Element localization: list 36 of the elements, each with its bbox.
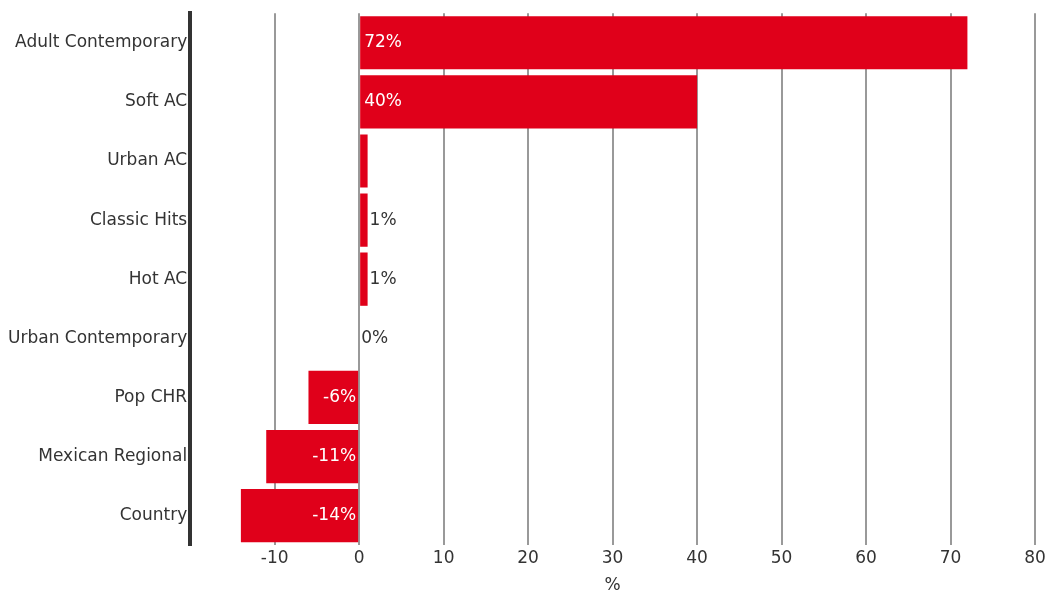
bar [360,134,368,188]
y-tick-label: Soft AC [125,90,188,111]
y-tick-label: Pop CHR [114,385,188,406]
bar [360,193,368,247]
x-tick-label: 50 [770,546,793,567]
y-tick-label: Classic Hits [89,208,188,229]
y-tick-label: Urban AC [107,149,188,170]
y-tick-label: Country [119,504,188,525]
data-label: -11% [312,444,357,465]
bar [240,489,359,543]
bar [360,252,368,306]
x-tick-label: 20 [517,546,539,567]
x-tick-label: 40 [686,546,708,567]
data-label: -6% [323,385,357,406]
data-label: 72% [364,31,402,52]
y-tick-label: Mexican Regional [38,444,188,465]
data-label: 1% [369,208,397,229]
x-axis-title: % [604,574,621,595]
bar [266,429,359,484]
y-tick-label: Urban Contemporary [7,326,188,347]
x-tick-label: 30 [601,546,624,567]
bar [360,75,698,129]
bar [308,370,359,425]
y-tick-label: Adult Contemporary [15,31,188,52]
y-tick-label: Hot AC [128,267,188,288]
x-tick-label: 70 [939,546,962,567]
bar [360,16,968,70]
x-tick-label: -10 [260,546,289,567]
x-tick-label: 10 [432,546,455,567]
x-tick-label: 0 [353,546,365,567]
data-label: 40% [364,90,402,111]
data-label: 1% [369,267,397,288]
x-tick-label: 80 [1024,546,1046,567]
x-tick-label: 60 [855,546,877,567]
data-label: -14% [312,504,357,525]
data-label: 0% [361,326,389,347]
